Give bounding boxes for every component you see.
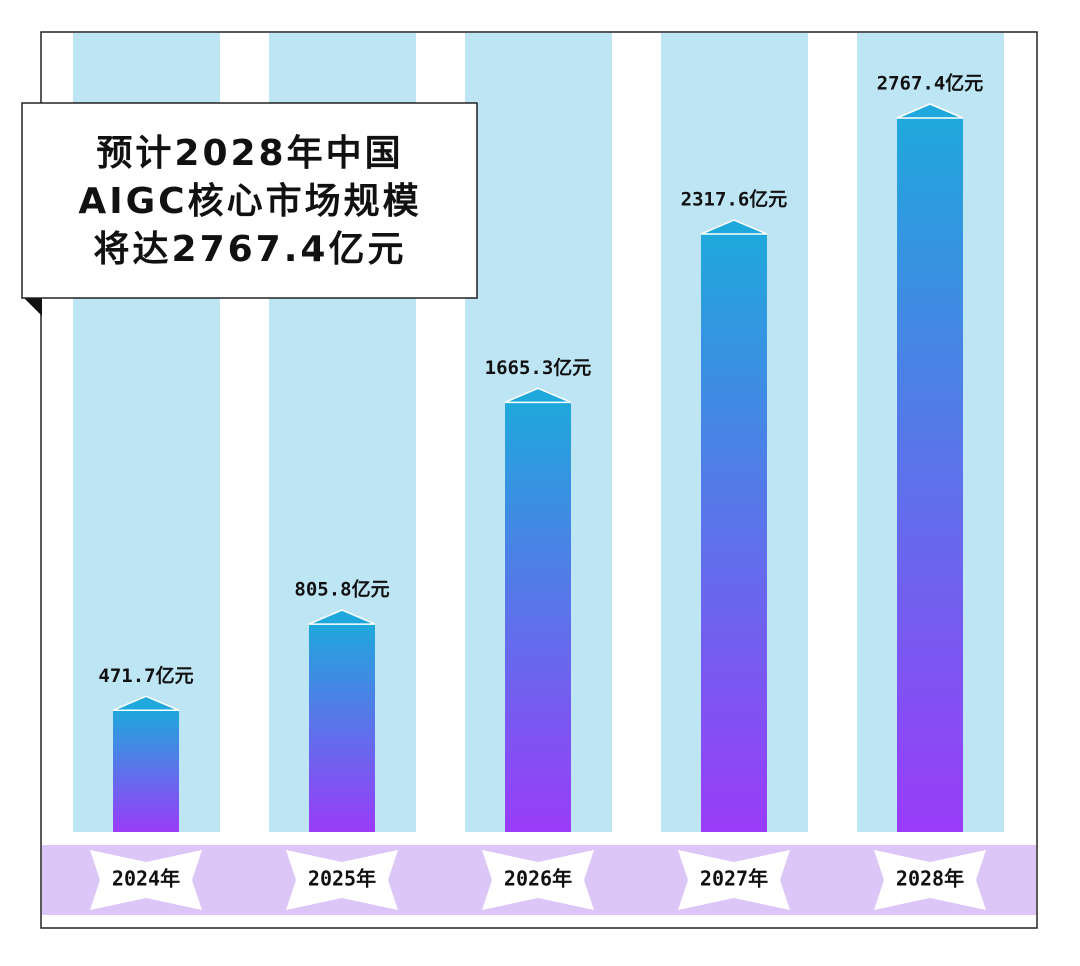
bar-cap: [700, 219, 768, 235]
chart-title: 将达2767.4亿元: [94, 229, 407, 270]
category-badge: [678, 850, 790, 910]
x-tick-label: 2027年: [700, 867, 768, 891]
chart-title: 预计2028年中国: [96, 133, 403, 174]
bar: [505, 402, 571, 832]
category-badge: [482, 850, 594, 910]
value-label: 2317.6亿元: [681, 188, 788, 211]
category-badge: [874, 850, 986, 910]
value-label: 805.8亿元: [294, 578, 389, 601]
bar: [701, 234, 767, 832]
category-badge: [286, 850, 398, 910]
bar-cap: [112, 695, 180, 712]
x-tick-label: 2024年: [112, 867, 180, 891]
bar-cap: [504, 387, 572, 404]
bar: [113, 710, 179, 832]
x-tick-label: 2026年: [504, 867, 572, 891]
bar-cap: [896, 103, 964, 119]
value-label: 2767.4亿元: [877, 72, 984, 95]
chart-title: AIGC核心市场规模: [78, 181, 421, 222]
value-label: 471.7亿元: [98, 664, 193, 687]
bar-cap: [308, 609, 376, 625]
title-box: 预计2028年中国 AIGC核心市场规模 将达2767.4亿元: [21, 102, 478, 316]
x-tick-label: 2028年: [896, 867, 964, 891]
bar: [309, 624, 375, 832]
category-badge: [90, 850, 202, 910]
x-tick-label: 2025年: [308, 867, 376, 891]
value-label: 1665.3亿元: [485, 356, 592, 379]
bar: [897, 118, 963, 832]
